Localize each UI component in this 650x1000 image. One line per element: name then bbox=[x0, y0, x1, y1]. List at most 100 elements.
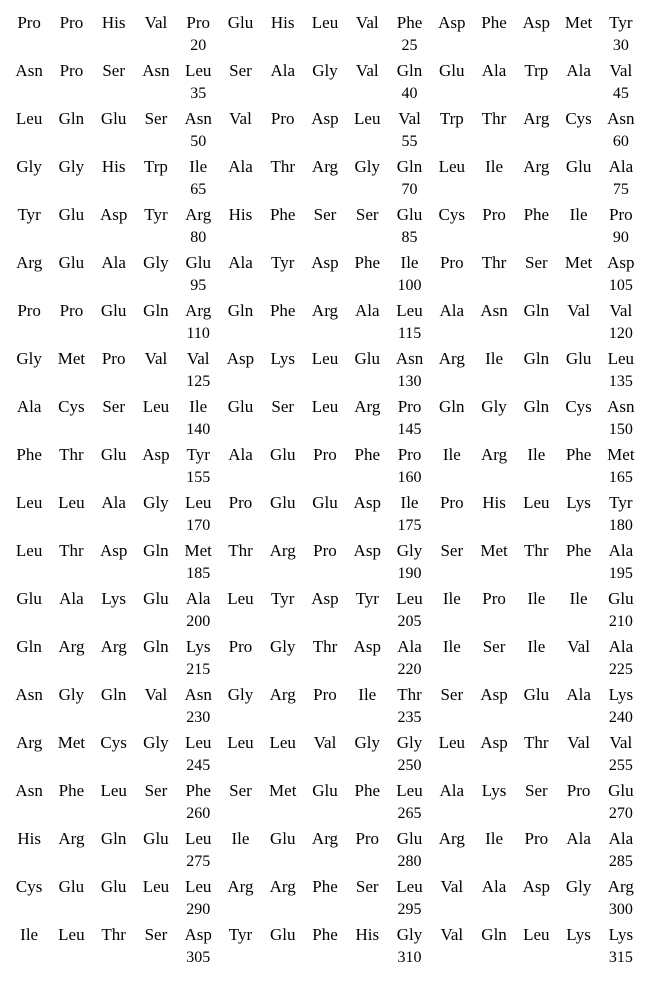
position-number-cell: 185 bbox=[177, 562, 219, 586]
position-number-cell bbox=[473, 946, 515, 970]
position-number-cell bbox=[473, 466, 515, 490]
residue-cell: Gly bbox=[50, 684, 92, 706]
position-number-row: 275280285 bbox=[8, 850, 642, 874]
residue-cell: Glu bbox=[8, 588, 50, 610]
position-number-cell bbox=[93, 82, 135, 106]
position-number-cell bbox=[346, 754, 388, 778]
position-number-cell bbox=[8, 322, 50, 346]
residue-cell: Leu bbox=[515, 492, 557, 514]
position-number-cell bbox=[262, 898, 304, 922]
position-number-cell bbox=[50, 322, 92, 346]
sequence-block: ProProHisValProGluHisLeuValPheAspPheAspM… bbox=[8, 12, 642, 58]
position-number-cell bbox=[515, 754, 557, 778]
residue-cell: Lys bbox=[557, 924, 599, 946]
position-number-cell bbox=[219, 226, 261, 250]
position-number-row: 305310315 bbox=[8, 946, 642, 970]
position-number-cell bbox=[219, 322, 261, 346]
residue-cell: Glu bbox=[600, 780, 642, 802]
position-number-cell bbox=[431, 322, 473, 346]
residue-cell: Gly bbox=[346, 156, 388, 178]
residue-cell: Asp bbox=[346, 492, 388, 514]
position-number-cell bbox=[8, 178, 50, 202]
residue-cell: Ile bbox=[177, 396, 219, 418]
residue-cell: Glu bbox=[304, 492, 346, 514]
residue-cell: Glu bbox=[346, 348, 388, 370]
position-number-cell bbox=[93, 178, 135, 202]
residue-cell: Arg bbox=[177, 204, 219, 226]
residue-cell: Met bbox=[473, 540, 515, 562]
residue-cell: Gln bbox=[388, 60, 430, 82]
residue-cell: Glu bbox=[262, 444, 304, 466]
residue-cell: Ile bbox=[346, 684, 388, 706]
residue-cell: Leu bbox=[388, 300, 430, 322]
position-number-cell bbox=[135, 226, 177, 250]
residue-cell: Asn bbox=[135, 60, 177, 82]
position-number-row: 215220225 bbox=[8, 658, 642, 682]
position-number-cell bbox=[473, 802, 515, 826]
residue-cell: Gln bbox=[135, 300, 177, 322]
residue-cell: Asp bbox=[135, 444, 177, 466]
residue-cell: Val bbox=[388, 108, 430, 130]
residue-cell: Leu bbox=[177, 60, 219, 82]
position-number-cell bbox=[135, 850, 177, 874]
residue-cell: Ile bbox=[219, 828, 261, 850]
position-number-cell bbox=[219, 34, 261, 58]
position-number-cell bbox=[473, 178, 515, 202]
position-number-cell bbox=[557, 322, 599, 346]
residue-cell: Glu bbox=[50, 204, 92, 226]
position-number-cell bbox=[346, 226, 388, 250]
residue-cell: Pro bbox=[219, 492, 261, 514]
position-number-cell: 170 bbox=[177, 514, 219, 538]
position-number-cell: 250 bbox=[388, 754, 430, 778]
residue-cell: Arg bbox=[304, 156, 346, 178]
position-number-cell bbox=[93, 514, 135, 538]
position-number-cell bbox=[93, 130, 135, 154]
residue-cell: Met bbox=[600, 444, 642, 466]
residue-cell: Ala bbox=[473, 60, 515, 82]
residue-cell: Ser bbox=[219, 780, 261, 802]
position-number-cell bbox=[557, 130, 599, 154]
residue-cell: His bbox=[93, 156, 135, 178]
residue-cell: Gly bbox=[473, 396, 515, 418]
residue-cell: Glu bbox=[262, 492, 304, 514]
residue-cell: Asn bbox=[177, 108, 219, 130]
residue-cell: Arg bbox=[93, 636, 135, 658]
position-number-cell bbox=[135, 274, 177, 298]
residue-cell: Gln bbox=[219, 300, 261, 322]
residue-row: AsnGlyGlnValAsnGlyArgProIleThrSerAspGluA… bbox=[8, 684, 642, 706]
residue-cell: Ala bbox=[557, 828, 599, 850]
residue-cell: Tyr bbox=[8, 204, 50, 226]
position-number-cell bbox=[473, 706, 515, 730]
position-number-cell bbox=[8, 370, 50, 394]
position-number-cell bbox=[135, 802, 177, 826]
position-number-cell: 95 bbox=[177, 274, 219, 298]
position-number-cell: 275 bbox=[177, 850, 219, 874]
residue-cell: Ile bbox=[431, 444, 473, 466]
position-number-cell bbox=[262, 466, 304, 490]
residue-cell: Leu bbox=[388, 780, 430, 802]
position-number-cell bbox=[262, 562, 304, 586]
residue-cell: Pro bbox=[304, 444, 346, 466]
residue-cell: Thr bbox=[219, 540, 261, 562]
position-number-cell: 120 bbox=[600, 322, 642, 346]
residue-cell: Val bbox=[600, 60, 642, 82]
residue-cell: Asp bbox=[515, 12, 557, 34]
residue-cell: Ile bbox=[388, 492, 430, 514]
residue-cell: Val bbox=[600, 732, 642, 754]
position-number-cell bbox=[515, 226, 557, 250]
position-number-cell bbox=[515, 514, 557, 538]
residue-cell: Arg bbox=[177, 300, 219, 322]
position-number-cell bbox=[304, 658, 346, 682]
position-number-cell: 30 bbox=[600, 34, 642, 58]
residue-cell: Arg bbox=[304, 828, 346, 850]
residue-cell: Leu bbox=[135, 396, 177, 418]
position-number-cell bbox=[473, 514, 515, 538]
residue-cell: Ser bbox=[431, 684, 473, 706]
position-number-cell bbox=[557, 82, 599, 106]
residue-cell: Val bbox=[177, 348, 219, 370]
position-number-cell bbox=[515, 178, 557, 202]
position-number-cell bbox=[346, 850, 388, 874]
sequence-block: AsnProSerAsnLeuSerAlaGlyValGlnGluAlaTrpA… bbox=[8, 60, 642, 106]
residue-cell: Glu bbox=[262, 828, 304, 850]
position-number-row: 505560 bbox=[8, 130, 642, 154]
